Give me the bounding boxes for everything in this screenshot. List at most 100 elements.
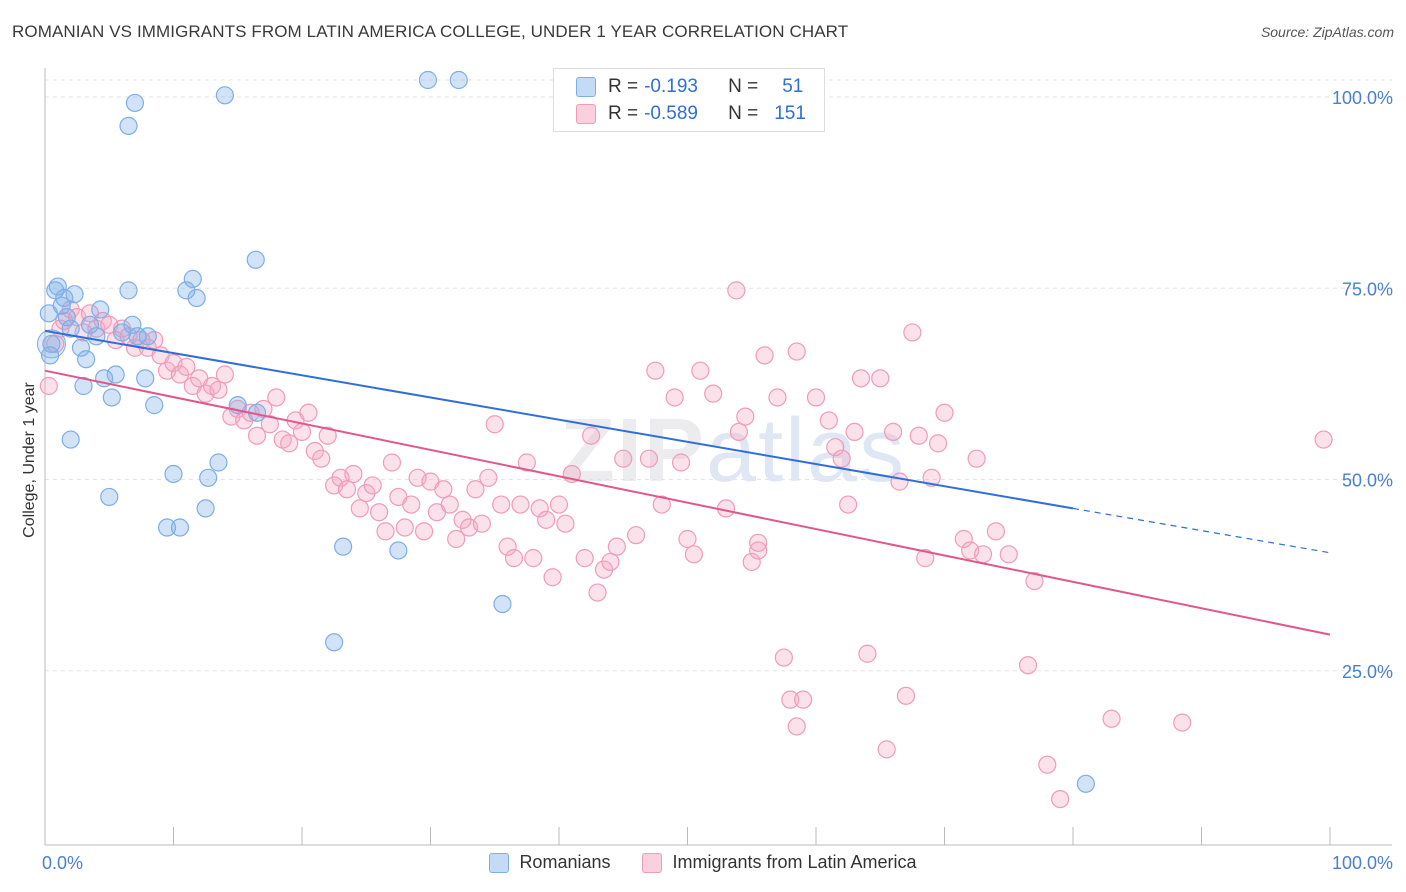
- latin-point: [318, 426, 337, 445]
- romanian-point: [71, 338, 91, 357]
- r-label: R =: [608, 76, 639, 97]
- latin-point: [727, 281, 746, 300]
- latin-point: [774, 648, 793, 667]
- latin-point: [344, 464, 363, 484]
- romanian-point: [91, 300, 110, 319]
- latin-point: [652, 495, 671, 514]
- latin-point: [954, 529, 973, 549]
- latin-point: [768, 388, 787, 407]
- latin-point: [414, 522, 434, 541]
- latin-point: [935, 403, 954, 422]
- romanian-point: [123, 315, 142, 334]
- latin-point: [916, 549, 935, 568]
- latin-point: [549, 495, 569, 514]
- latin-point: [883, 422, 903, 441]
- romanian-point: [196, 499, 215, 518]
- latin-point: [447, 529, 466, 549]
- latin-point: [504, 549, 524, 568]
- latin-point: [845, 422, 864, 441]
- n-label: N =: [728, 76, 759, 97]
- romanian-point: [48, 277, 67, 296]
- latin-point: [839, 495, 858, 514]
- romanians-swatch: [489, 852, 510, 873]
- romanian-point: [39, 304, 58, 323]
- y-tick-label: 25.0%: [1342, 662, 1393, 682]
- romanian-point: [170, 518, 190, 537]
- romanian-point: [80, 315, 100, 334]
- legend-latin-label: Immigrants from Latin America: [672, 852, 917, 872]
- romanian-points: [36, 70, 1095, 793]
- latin-point: [909, 426, 928, 445]
- y-axis-label: College, Under 1 year: [21, 382, 38, 538]
- romanian-point: [87, 327, 106, 346]
- latin-point: [312, 449, 331, 468]
- watermark: ZIPatlas: [560, 400, 906, 503]
- romanian-point: [199, 468, 218, 487]
- latin-point: [871, 369, 890, 388]
- latin-point: [479, 468, 498, 487]
- latin-point: [755, 346, 774, 365]
- latin-point: [851, 369, 871, 388]
- latin-point: [530, 499, 549, 518]
- latin-point: [614, 449, 633, 468]
- romanian-point: [36, 329, 66, 359]
- latin-point: [588, 583, 607, 602]
- latin-point: [691, 361, 710, 380]
- legend-item-romanians[interactable]: Romanians: [489, 852, 610, 873]
- romanian-point: [209, 453, 228, 472]
- r-label: R =: [608, 103, 639, 124]
- latin-point: [363, 476, 382, 495]
- romanian-point: [100, 487, 119, 507]
- latin-point: [678, 529, 697, 549]
- gridlines: [45, 79, 1392, 672]
- latin-point: [582, 426, 601, 445]
- romanian-point: [65, 285, 84, 304]
- latin-point: [749, 533, 768, 552]
- latin-point: [819, 411, 838, 430]
- latin-point: [267, 388, 286, 407]
- romanian-point: [187, 288, 206, 308]
- latin-point: [485, 415, 504, 434]
- latin-n-value: 151: [774, 103, 806, 124]
- legend-row-latin: R = -0.589 N = 151: [576, 102, 806, 126]
- latin-point: [794, 690, 813, 709]
- latin-point: [639, 449, 659, 468]
- romanians-swatch: [576, 77, 596, 97]
- romanian-point: [61, 319, 80, 338]
- latin-point: [806, 388, 826, 407]
- legend-item-latin[interactable]: Immigrants from Latin America: [642, 852, 917, 873]
- latin-point: [382, 453, 402, 472]
- latin-point: [292, 422, 312, 441]
- x-tick-label: 100.0%: [1332, 853, 1393, 873]
- latin-point: [472, 514, 491, 533]
- latin-point: [524, 549, 543, 568]
- latin-point: [736, 407, 755, 426]
- romanian-point: [157, 518, 177, 537]
- latin-point: [1051, 789, 1070, 809]
- romanians-trend-extension: [1072, 507, 1331, 554]
- correlation-legend: R = -0.193 N = 51 R = -0.589 N = 151: [553, 68, 825, 132]
- romanian-point: [418, 70, 438, 90]
- latin-swatch: [642, 852, 663, 873]
- latin-point: [209, 380, 228, 399]
- latin-r-value: -0.589: [644, 103, 698, 124]
- legend-row-romanians: R = -0.193 N = 51: [576, 75, 803, 99]
- latin-point: [601, 552, 620, 572]
- axes: [44, 68, 1392, 846]
- latin-point: [903, 323, 922, 342]
- chart-title: ROMANIAN VS IMMIGRANTS FROM LATIN AMERIC…: [12, 22, 849, 41]
- romanian-point: [325, 633, 344, 652]
- latin-point: [684, 545, 704, 564]
- latin-point: [434, 480, 453, 499]
- latin-point: [537, 510, 556, 529]
- latin-point: [337, 480, 357, 499]
- romanian-point: [136, 369, 155, 388]
- latin-point: [376, 522, 395, 541]
- latin-point: [922, 468, 941, 487]
- latin-point: [402, 495, 421, 514]
- latin-point: [466, 480, 485, 499]
- latin-point: [787, 342, 806, 361]
- latin-point: [517, 453, 536, 472]
- latin-trend-line: [44, 369, 1331, 636]
- latin-america-points: [39, 281, 1333, 809]
